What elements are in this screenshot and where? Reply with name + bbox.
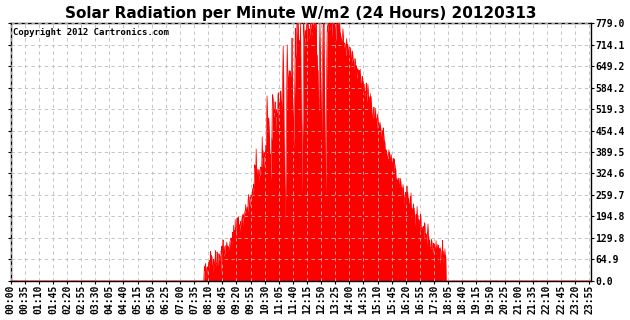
- Text: Copyright 2012 Cartronics.com: Copyright 2012 Cartronics.com: [13, 28, 169, 37]
- Title: Solar Radiation per Minute W/m2 (24 Hours) 20120313: Solar Radiation per Minute W/m2 (24 Hour…: [65, 5, 537, 20]
